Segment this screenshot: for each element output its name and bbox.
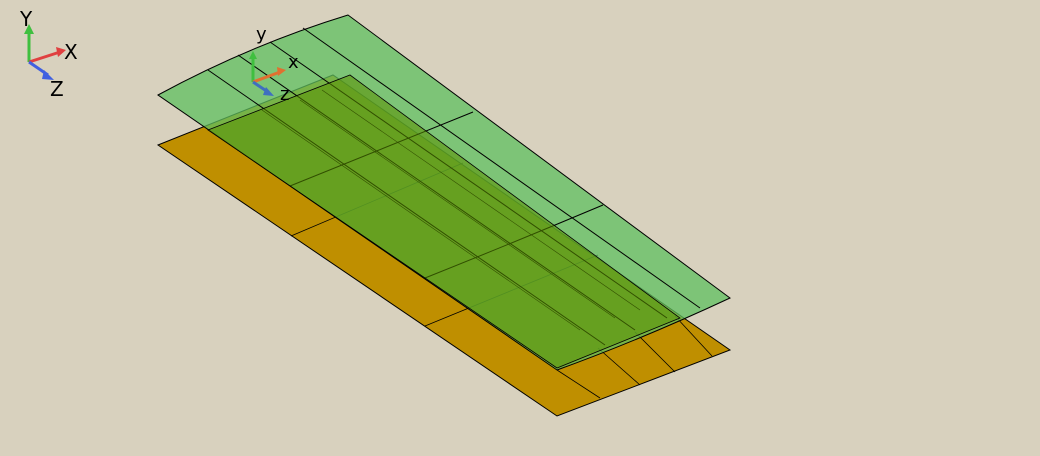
global-axis-z-label: Z	[50, 77, 64, 101]
local-axis-y-label: y	[256, 24, 267, 45]
global-axis-x-label: X	[64, 40, 78, 64]
upper-plate-gridline	[302, 27, 701, 309]
lower-plate-gridline	[634, 331, 676, 373]
spar-region[interactable]	[207, 74, 681, 369]
local-axis-x-label: x	[288, 52, 299, 73]
spar-region-face[interactable]	[207, 74, 681, 369]
lower-plate-gridline	[597, 347, 641, 386]
global-axes-triad-icon: Y X Z	[19, 7, 78, 101]
lower-plate-gridline	[556, 369, 601, 399]
lower-plate-gridline	[674, 315, 713, 357]
local-axes-triad-icon: y x z	[249, 24, 299, 105]
global-axis-y-label: Y	[19, 7, 33, 31]
local-axis-z-label: z	[280, 84, 289, 105]
